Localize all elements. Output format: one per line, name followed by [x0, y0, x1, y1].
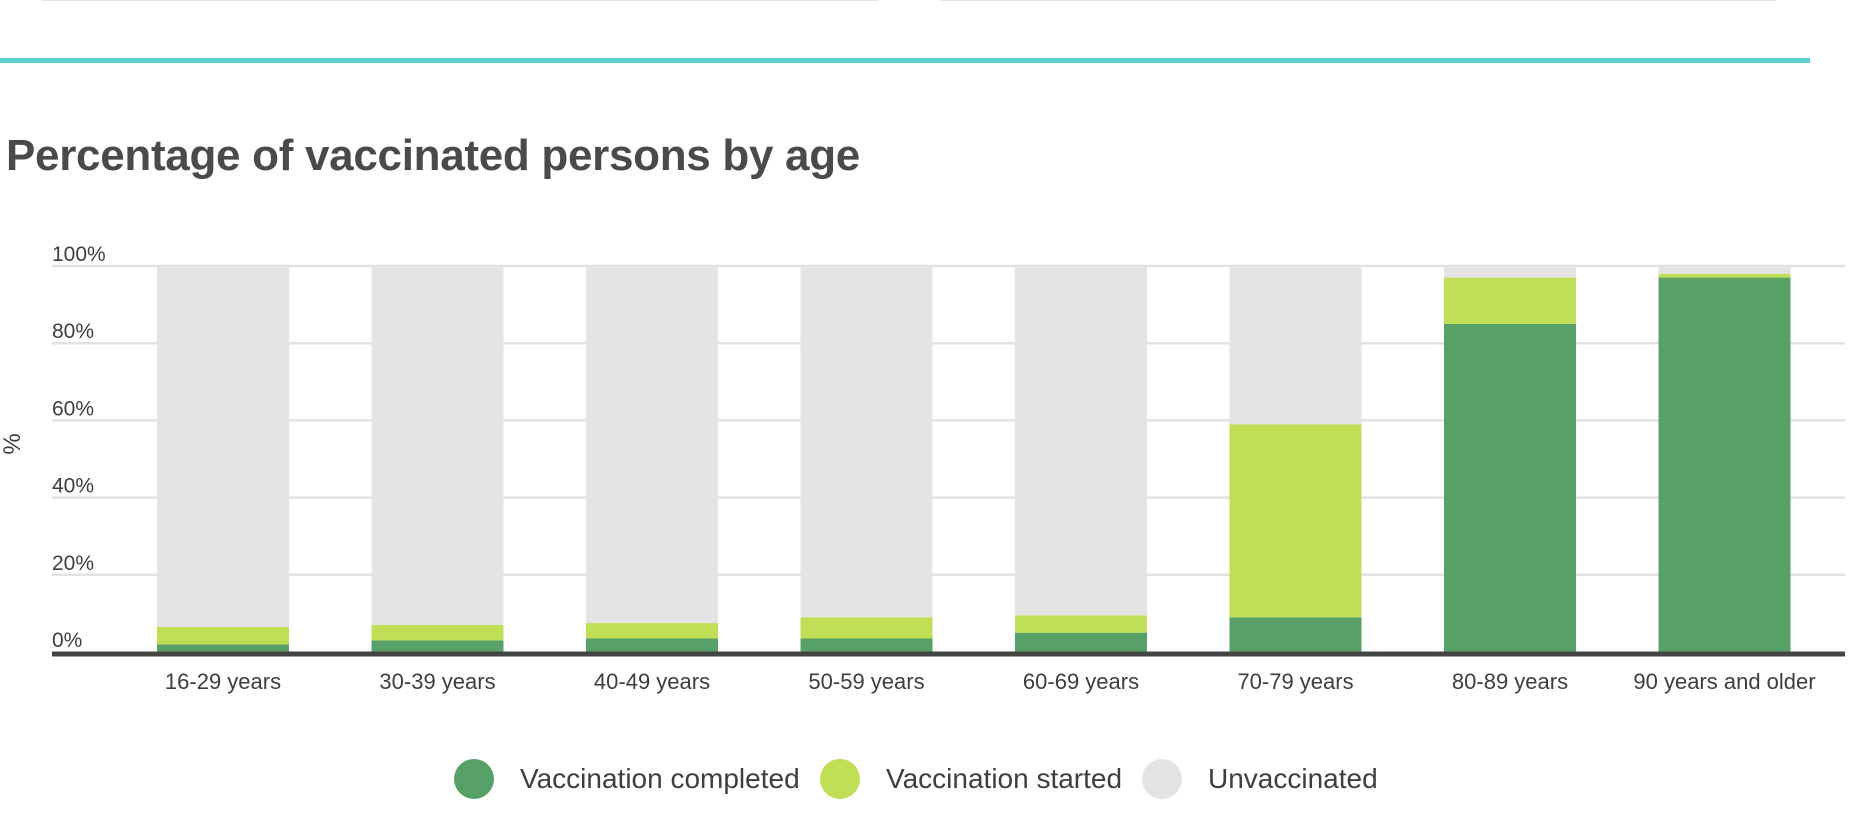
bar-segment [157, 266, 289, 627]
top-card-edge-right [940, 0, 1776, 1]
bar-segment [1658, 273, 1791, 278]
bar-segment [1015, 615, 1147, 633]
bar-segment [371, 266, 504, 625]
y-tick-label: 80% [52, 320, 94, 343]
legend: Vaccination completed Vaccination started… [0, 754, 1861, 804]
y-axis-ticks: 0% 20% 40% 60% 80% 100% [52, 243, 106, 652]
x-tick-label: 60-69 years [1023, 669, 1139, 694]
x-tick-label: 50-59 years [808, 669, 924, 694]
legend-item: Vaccination completed [454, 754, 800, 804]
legend-item: Vaccination started [820, 754, 1122, 804]
x-tick-label: 70-79 years [1237, 669, 1353, 694]
y-axis-label: % [0, 433, 26, 454]
gridlines [52, 264, 1845, 577]
y-tick-label: 40% [52, 475, 94, 498]
chart-title: Percentage of vaccinated persons by age [6, 131, 860, 180]
y-tick-label: 0% [52, 629, 82, 652]
bar-segment [1015, 632, 1147, 652]
bar-segment [1658, 277, 1791, 652]
bar-segment [1444, 323, 1576, 652]
bar-segment [157, 626, 289, 645]
bar-segment [586, 638, 718, 652]
bar-segment [1444, 277, 1576, 324]
bar-segment [371, 624, 504, 641]
legend-item: Unvaccinated [1142, 754, 1378, 804]
x-tick-label: 90 years and older [1633, 669, 1815, 694]
bar-segment [800, 266, 933, 618]
y-tick-label: 100% [52, 243, 106, 266]
legend-label: Vaccination completed [520, 763, 800, 794]
bar-segment [1229, 424, 1362, 618]
legend-swatch [820, 759, 860, 799]
legend-swatch [454, 759, 494, 799]
x-axis-ticks: 16-29 years 30-39 years 40-49 years 50-59 y… [165, 669, 1816, 694]
bar-segment [371, 640, 504, 652]
top-card-edge-left [42, 0, 878, 1]
bar-segment [1658, 266, 1791, 274]
bar-segment [1015, 266, 1147, 616]
x-tick-label: 40-49 years [594, 669, 710, 694]
legend-label: Vaccination started [886, 763, 1123, 794]
legend-label: Unvaccinated [1208, 763, 1378, 794]
bar-segment [800, 638, 933, 652]
x-tick-label: 30-39 years [379, 669, 495, 694]
stacked-bar-chart: 0% 20% 40% 60% 80% 100% 16-29 years 30-39 year… [0, 243, 1845, 694]
y-tick-label: 20% [52, 552, 94, 575]
legend-swatch [1142, 759, 1182, 799]
bar-segment [586, 623, 718, 639]
bar-segment [800, 617, 933, 639]
y-tick-label: 60% [52, 397, 94, 420]
bar-segment [1444, 266, 1576, 278]
x-tick-label: 80-89 years [1452, 669, 1568, 694]
bar-segment [1229, 266, 1362, 425]
x-tick-label: 16-29 years [165, 669, 281, 694]
bar-segment [586, 266, 718, 624]
accent-divider [0, 58, 1810, 63]
bar-segment [157, 644, 289, 652]
bars [157, 266, 1791, 652]
bar-segment [1229, 617, 1362, 652]
